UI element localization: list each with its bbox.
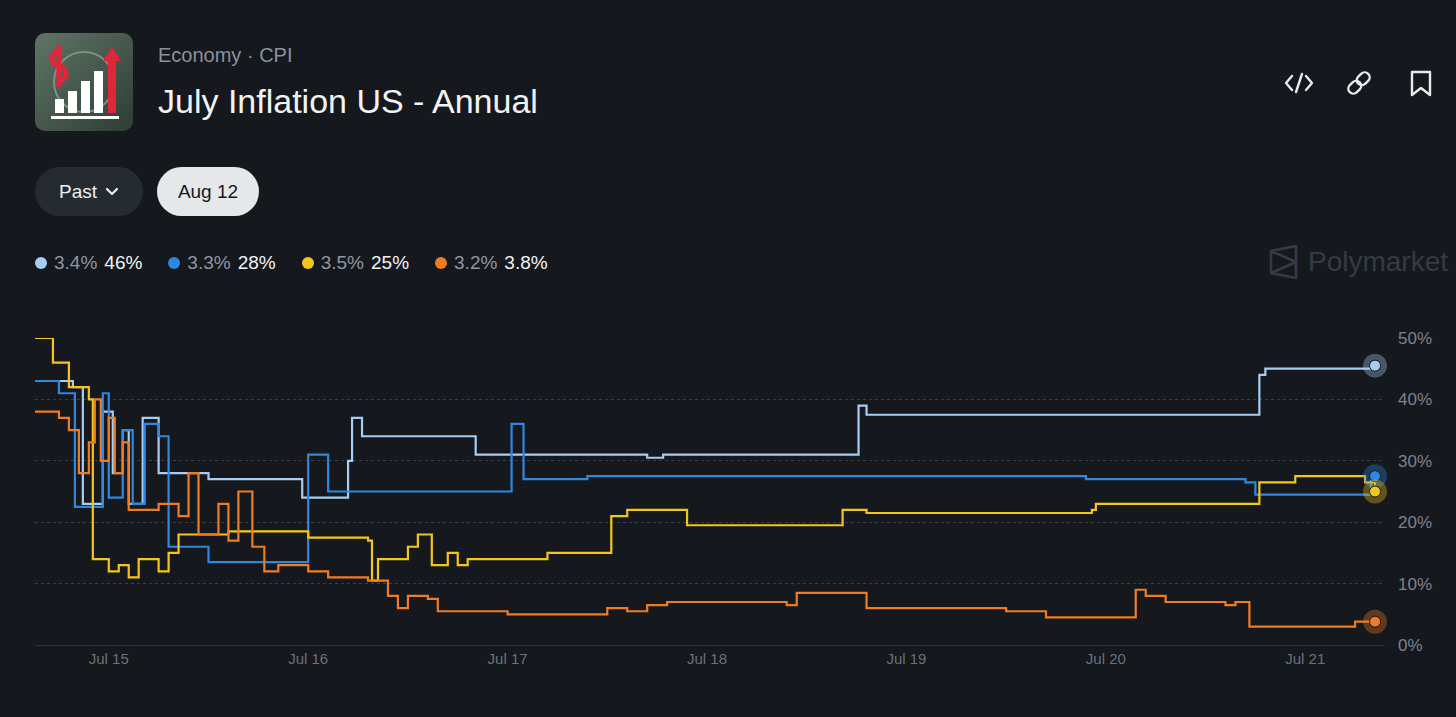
html-text:3.5% 25%: 3.5% 25% xyxy=(320,252,409,273)
svg-text:Jul 19: Jul 19 xyxy=(886,650,926,667)
html-text:Aug 12: Aug 12 xyxy=(177,180,239,202)
html-text:3.3% 28%: 3.3% 28% xyxy=(187,252,276,273)
svg-text:50%: 50% xyxy=(1398,329,1432,348)
html-text:July Inflation US - Annual: July Inflation US - Annual xyxy=(158,82,538,120)
html-text:3.4% 46%: 3.4% 46% xyxy=(54,252,143,273)
svg-text:20%: 20% xyxy=(1398,513,1432,532)
html-text:Past: Past xyxy=(59,180,97,202)
svg-text:Jul 15: Jul 15 xyxy=(89,650,129,667)
svg-text:Jul 16: Jul 16 xyxy=(288,650,328,667)
svg-text:Jul 21: Jul 21 xyxy=(1285,650,1325,667)
svg-text:10%: 10% xyxy=(1398,575,1432,594)
html-text:Polymarket: Polymarket xyxy=(1308,246,1448,277)
svg-text:40%: 40% xyxy=(1398,390,1432,409)
svg-text:Jul 17: Jul 17 xyxy=(488,650,528,667)
html-text:Economy · CPI: Economy · CPI xyxy=(158,44,293,66)
svg-text:30%: 30% xyxy=(1398,452,1432,471)
html-text:3.2% 3.8%: 3.2% 3.8% xyxy=(454,252,548,273)
svg-text:Jul 18: Jul 18 xyxy=(687,650,727,667)
svg-text:Jul 20: Jul 20 xyxy=(1086,650,1126,667)
svg-text:0%: 0% xyxy=(1398,636,1423,655)
